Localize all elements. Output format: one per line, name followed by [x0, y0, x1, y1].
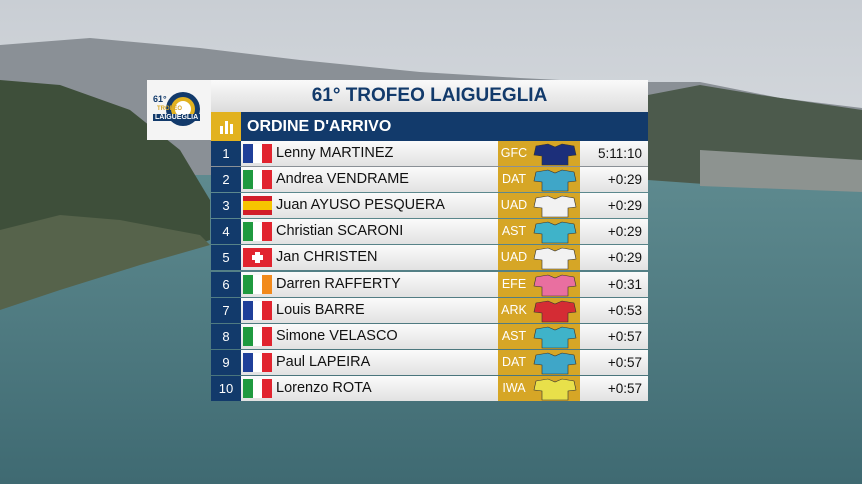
rank: 3	[211, 193, 241, 219]
team-code: GFC	[498, 141, 530, 166]
logo-edition: 61°	[153, 94, 167, 104]
result-row: 9 Paul LAPEIRA DAT +0:57	[211, 349, 648, 375]
jersey-image	[533, 274, 577, 296]
team-jersey	[530, 141, 580, 166]
rider-name: Juan AYUSO PESQUERA	[241, 193, 498, 219]
jersey-image	[533, 248, 577, 270]
team-code: EFE	[498, 271, 530, 297]
jersey-image	[533, 378, 577, 401]
team-code: UAD	[498, 245, 530, 271]
rider-name: Lorenzo ROTA	[241, 375, 498, 401]
subtitle: ORDINE D'ARRIVO	[241, 112, 648, 141]
rider-name: Jan CHRISTEN	[241, 245, 498, 271]
flag	[243, 300, 272, 320]
team-jersey	[530, 375, 580, 401]
finish-time: +0:57	[580, 323, 648, 349]
flag-image	[243, 300, 272, 320]
team-jersey	[530, 297, 580, 323]
rider-name: Darren RAFFERTY	[241, 271, 498, 297]
team-code: DAT	[498, 167, 530, 193]
flag	[243, 170, 272, 190]
finish-time: +0:31	[580, 271, 648, 297]
flag	[243, 352, 272, 372]
rider-name: Christian SCARONI	[241, 219, 498, 245]
flag	[243, 326, 272, 346]
flag	[243, 274, 272, 294]
team-code: ARK	[498, 297, 530, 323]
rank: 8	[211, 323, 241, 349]
result-row: 5 Jan CHRISTEN UAD +0:29	[211, 245, 648, 271]
race-logo: 61° TROFEO LAIGUEGLIA	[147, 80, 211, 140]
rider-name: Simone VELASCO	[241, 323, 498, 349]
jersey-image	[533, 300, 577, 322]
rank: 5	[211, 245, 241, 271]
result-row: 6 Darren RAFFERTY EFE +0:31	[211, 271, 648, 297]
finish-time: +0:53	[580, 297, 648, 323]
rider-name: Louis BARRE	[241, 297, 498, 323]
team-jersey	[530, 271, 580, 297]
team-jersey	[530, 167, 580, 193]
result-row: 4 Christian SCARONI AST +0:29	[211, 219, 648, 245]
logo-line1: TROFEO	[157, 106, 182, 112]
flag-image	[243, 378, 272, 398]
team-code: IWA	[498, 375, 530, 401]
flag-image	[243, 248, 272, 268]
rider-name: Andrea VENDRAME	[241, 167, 498, 193]
rank: 7	[211, 297, 241, 323]
team-code: UAD	[498, 193, 530, 219]
jersey-image	[533, 169, 577, 192]
rank: 2	[211, 167, 241, 193]
rider-name: Lenny MARTINEZ	[241, 141, 498, 166]
chart-icon	[211, 112, 241, 141]
jersey-image	[533, 326, 577, 348]
team-jersey	[530, 193, 580, 219]
rank: 6	[211, 271, 241, 297]
flag-image	[243, 274, 272, 294]
flag-image	[243, 196, 272, 216]
finish-time: +0:57	[580, 349, 648, 375]
rank: 4	[211, 219, 241, 245]
jersey-image	[533, 195, 577, 218]
jersey-image	[533, 221, 577, 244]
rank: 10	[211, 375, 241, 401]
rider-name: Paul LAPEIRA	[241, 349, 498, 375]
flag	[243, 144, 272, 163]
team-jersey	[530, 323, 580, 349]
icon-bars	[220, 121, 233, 134]
title: 61° TROFEO LAIGUEGLIA	[211, 80, 648, 112]
team-jersey	[530, 219, 580, 245]
finish-time: +0:29	[580, 193, 648, 219]
team-jersey	[530, 245, 580, 271]
flag-image	[243, 326, 272, 346]
jersey-image	[533, 352, 577, 375]
rank: 1	[211, 141, 241, 166]
flag	[243, 196, 272, 216]
finish-time: +0:57	[580, 375, 648, 401]
logo-line2: LAIGUEGLIA	[153, 114, 201, 121]
flag-image	[243, 222, 272, 242]
result-row: 8 Simone VELASCO AST +0:57	[211, 323, 648, 349]
flag-image	[243, 352, 272, 372]
result-row: 1 Lenny MARTINEZ GFC 5:11:10	[211, 141, 648, 166]
result-row: 3 Juan AYUSO PESQUERA UAD +0:29	[211, 193, 648, 219]
team-code: AST	[498, 219, 530, 245]
rank: 9	[211, 349, 241, 375]
jersey-image	[533, 143, 577, 166]
finish-time: +0:29	[580, 245, 648, 271]
result-row: 7 Louis BARRE ARK +0:53	[211, 297, 648, 323]
flag	[243, 378, 272, 398]
flag	[243, 248, 272, 268]
flag-image	[243, 144, 272, 163]
flag-image	[243, 170, 272, 190]
finish-time: 5:11:10	[580, 141, 648, 166]
result-row: 10 Lorenzo ROTA IWA +0:57	[211, 375, 648, 401]
team-jersey	[530, 349, 580, 375]
finish-time: +0:29	[580, 219, 648, 245]
finish-time: +0:29	[580, 167, 648, 193]
team-code: DAT	[498, 349, 530, 375]
result-row: 2 Andrea VENDRAME DAT +0:29	[211, 167, 648, 193]
flag	[243, 222, 272, 242]
team-code: AST	[498, 323, 530, 349]
